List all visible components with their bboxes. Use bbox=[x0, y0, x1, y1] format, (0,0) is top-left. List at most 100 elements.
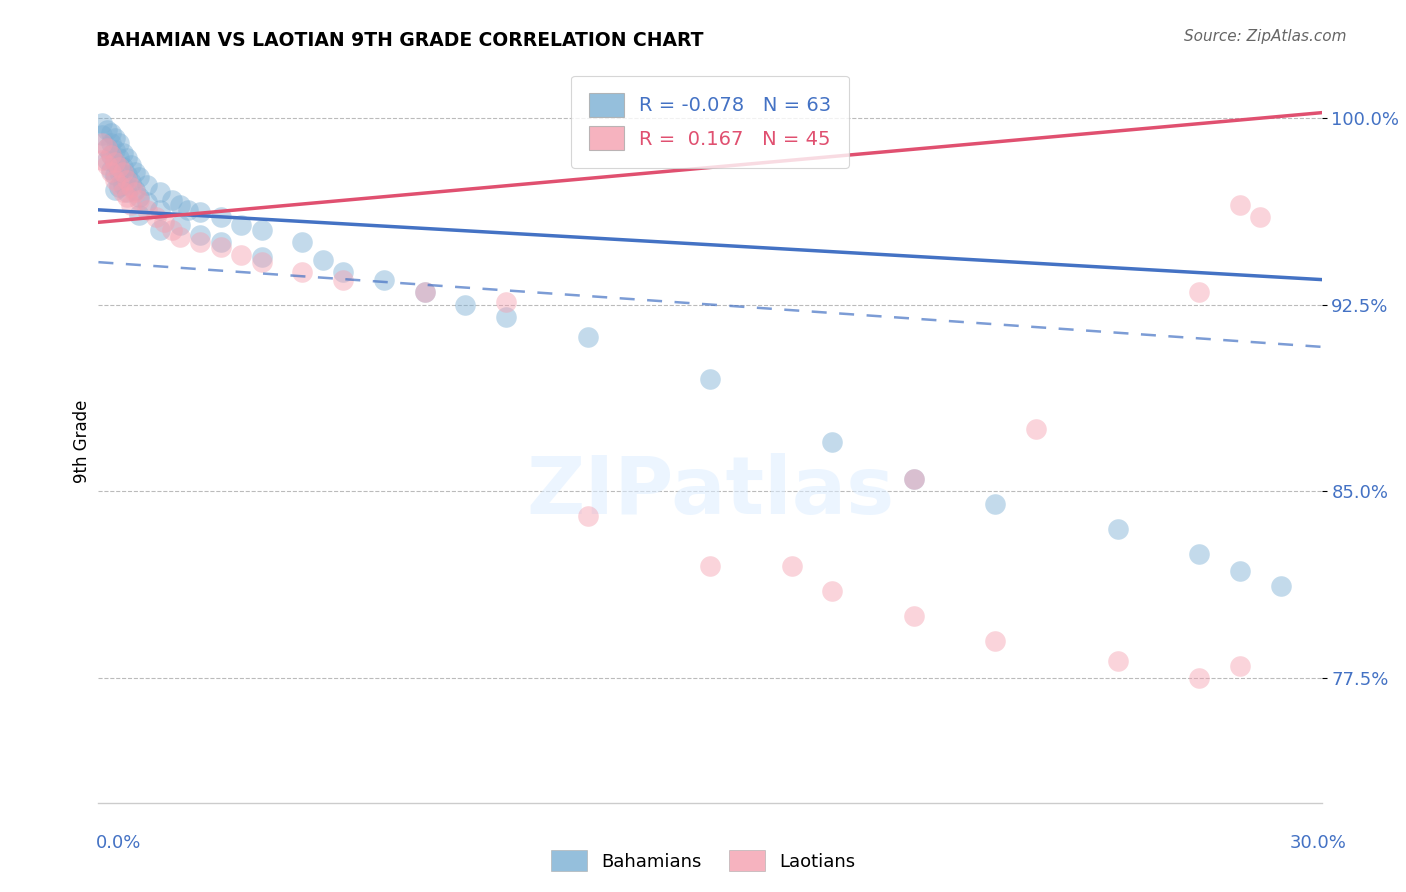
Point bbox=[124, 165, 146, 179]
Point bbox=[149, 202, 172, 217]
Point bbox=[91, 128, 114, 142]
Point bbox=[209, 240, 232, 254]
Point bbox=[91, 153, 114, 167]
Point bbox=[903, 609, 925, 624]
Point bbox=[115, 186, 138, 200]
Point bbox=[1025, 422, 1047, 436]
Point bbox=[332, 265, 354, 279]
Point bbox=[188, 227, 212, 242]
Point bbox=[250, 255, 273, 269]
Point bbox=[188, 205, 212, 219]
Point bbox=[984, 633, 1007, 648]
Point bbox=[111, 165, 134, 179]
Point bbox=[104, 173, 127, 187]
Point bbox=[152, 215, 174, 229]
Point bbox=[1270, 579, 1292, 593]
Point bbox=[115, 151, 138, 165]
Point bbox=[188, 235, 212, 250]
Point bbox=[100, 148, 122, 162]
Point bbox=[104, 143, 127, 157]
Point bbox=[291, 235, 314, 250]
Point bbox=[780, 559, 803, 574]
Point bbox=[104, 155, 127, 169]
Point bbox=[108, 161, 131, 175]
Point bbox=[1229, 198, 1251, 212]
Point bbox=[291, 265, 314, 279]
Point bbox=[136, 195, 159, 210]
Point bbox=[821, 434, 844, 449]
Point bbox=[96, 140, 118, 154]
Text: ZIPatlas: ZIPatlas bbox=[526, 453, 894, 531]
Point bbox=[413, 285, 436, 299]
Point bbox=[104, 168, 127, 182]
Point bbox=[100, 165, 122, 179]
Point bbox=[250, 250, 273, 264]
Point bbox=[108, 151, 131, 165]
Point bbox=[104, 155, 127, 169]
Point bbox=[209, 235, 232, 250]
Point bbox=[495, 295, 517, 310]
Text: BAHAMIAN VS LAOTIAN 9TH GRADE CORRELATION CHART: BAHAMIAN VS LAOTIAN 9TH GRADE CORRELATIO… bbox=[96, 31, 703, 50]
Point bbox=[104, 130, 127, 145]
Point bbox=[100, 136, 122, 150]
Point bbox=[96, 158, 118, 172]
Point bbox=[1249, 211, 1271, 225]
Point bbox=[120, 198, 142, 212]
Point bbox=[169, 230, 191, 244]
Point bbox=[91, 136, 114, 150]
Point bbox=[332, 272, 354, 286]
Point bbox=[495, 310, 517, 324]
Point bbox=[1229, 658, 1251, 673]
Point bbox=[413, 285, 436, 299]
Point bbox=[115, 168, 138, 182]
Point bbox=[699, 559, 721, 574]
Point bbox=[96, 123, 118, 137]
Y-axis label: 9th Grade: 9th Grade bbox=[73, 400, 91, 483]
Point bbox=[160, 193, 183, 207]
Point bbox=[169, 218, 191, 232]
Point bbox=[209, 211, 232, 225]
Point bbox=[108, 178, 131, 192]
Point bbox=[108, 165, 131, 179]
Point bbox=[149, 223, 172, 237]
Point bbox=[145, 211, 167, 225]
Legend: R = -0.078   N = 63, R =  0.167   N = 45: R = -0.078 N = 63, R = 0.167 N = 45 bbox=[571, 76, 849, 168]
Point bbox=[104, 183, 127, 197]
Point bbox=[128, 208, 150, 222]
Point bbox=[124, 186, 146, 200]
Text: Source: ZipAtlas.com: Source: ZipAtlas.com bbox=[1184, 29, 1347, 44]
Point bbox=[96, 153, 118, 167]
Point bbox=[120, 158, 142, 172]
Point bbox=[100, 163, 122, 178]
Point bbox=[231, 248, 253, 262]
Text: 0.0%: 0.0% bbox=[96, 834, 141, 852]
Point bbox=[231, 218, 253, 232]
Point bbox=[699, 372, 721, 386]
Point bbox=[821, 584, 844, 599]
Text: 30.0%: 30.0% bbox=[1291, 834, 1347, 852]
Point bbox=[312, 252, 335, 267]
Point bbox=[373, 272, 395, 286]
Point bbox=[108, 180, 131, 194]
Point bbox=[984, 497, 1007, 511]
Point bbox=[136, 202, 159, 217]
Point bbox=[1107, 522, 1129, 536]
Point bbox=[111, 161, 134, 175]
Point bbox=[128, 193, 150, 207]
Point bbox=[115, 190, 138, 204]
Point bbox=[1107, 654, 1129, 668]
Point bbox=[454, 297, 477, 311]
Legend: Bahamians, Laotians: Bahamians, Laotians bbox=[544, 843, 862, 879]
Point bbox=[111, 145, 134, 160]
Point bbox=[108, 136, 131, 150]
Point bbox=[100, 126, 122, 140]
Point bbox=[1188, 547, 1211, 561]
Point bbox=[96, 140, 118, 154]
Point bbox=[576, 509, 599, 524]
Point bbox=[1188, 285, 1211, 299]
Point bbox=[1229, 564, 1251, 578]
Point bbox=[250, 223, 273, 237]
Point bbox=[111, 178, 134, 192]
Point bbox=[115, 173, 138, 187]
Point bbox=[149, 186, 172, 200]
